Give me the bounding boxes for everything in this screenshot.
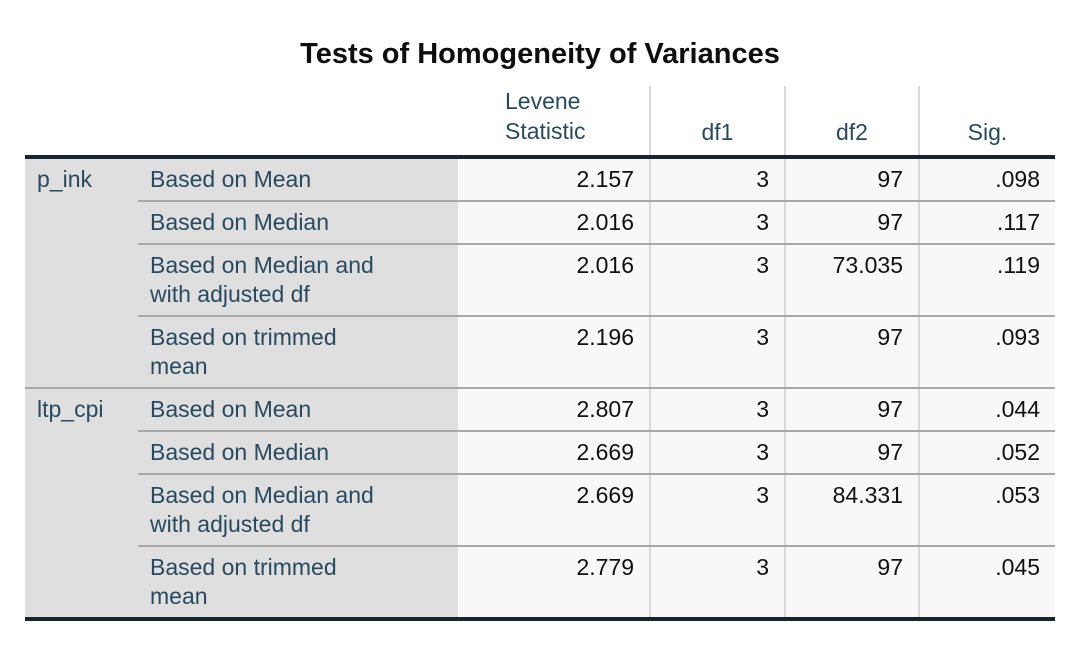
method-label: Based on Mean [138, 157, 458, 202]
sig-value: .117 [918, 201, 1055, 245]
table-row: Based on trimmed mean 2.779 3 97 .045 [25, 546, 1055, 621]
df1-value: 3 [649, 474, 785, 547]
df2-value: 97 [784, 201, 919, 245]
group-p-ink: p_ink Based on Mean 2.157 3 97 .098 Base… [25, 157, 1055, 389]
group-ltp-cpi: ltp_cpi Based on Mean 2.807 3 97 .044 Ba… [25, 388, 1055, 621]
method-label: Based on Median and with adjusted df [138, 244, 458, 317]
variable-col-header-spacer [25, 86, 138, 159]
group-variable-label: p_ink [25, 157, 138, 389]
table-row: Based on Median 2.016 3 97 .117 [25, 201, 1055, 245]
df1-value: 3 [649, 316, 785, 389]
table-row: Based on trimmed mean 2.196 3 97 .093 [25, 316, 1055, 389]
df1-value: 3 [649, 431, 785, 475]
df1-value: 3 [649, 546, 785, 621]
method-label: Based on Mean [138, 388, 458, 432]
levene-value: 2.807 [458, 388, 650, 432]
levene-value: 2.016 [458, 244, 650, 317]
col-header-df2: df2 [784, 86, 919, 159]
col-header-sig: Sig. [918, 86, 1055, 159]
sig-value: .044 [918, 388, 1055, 432]
table-row: Based on Median 2.669 3 97 .052 [25, 431, 1055, 475]
table-row: Based on Median and with adjusted df 2.6… [25, 474, 1055, 547]
method-label: Based on Median and with adjusted df [138, 474, 458, 547]
levene-value: 2.779 [458, 546, 650, 621]
levene-value: 2.157 [458, 157, 650, 202]
df2-value: 97 [784, 431, 919, 475]
col-header-levene-statistic: Levene Statistic [458, 86, 650, 159]
df1-value: 3 [649, 388, 785, 432]
sig-value: .053 [918, 474, 1055, 547]
df2-value: 97 [784, 546, 919, 621]
method-label: Based on Median [138, 431, 458, 475]
df1-value: 3 [649, 244, 785, 317]
method-label: Based on trimmed mean [138, 316, 458, 389]
table-title: Tests of Homogeneity of Variances [300, 38, 780, 70]
df2-value: 97 [784, 316, 919, 389]
levene-value: 2.669 [458, 431, 650, 475]
table-row: ltp_cpi Based on Mean 2.807 3 97 .044 [25, 388, 1055, 621]
method-label: Based on Median [138, 201, 458, 245]
homogeneity-of-variances-table: Levene Statistic df1 df2 Sig. p_ink Base… [25, 86, 1055, 621]
sig-value: .119 [918, 244, 1055, 317]
table-header: Levene Statistic df1 df2 Sig. [25, 86, 1055, 159]
sig-value: .093 [918, 316, 1055, 389]
sig-value: .098 [918, 157, 1055, 202]
df2-value: 97 [784, 157, 919, 202]
df2-value: 84.331 [784, 474, 919, 547]
levene-value: 2.016 [458, 201, 650, 245]
sig-value: .052 [918, 431, 1055, 475]
levene-value: 2.196 [458, 316, 650, 389]
method-col-header-spacer [138, 86, 458, 159]
sig-value: .045 [918, 546, 1055, 621]
df2-value: 73.035 [784, 244, 919, 317]
table-row: p_ink Based on Mean 2.157 3 97 .098 [25, 157, 1055, 389]
table-row: Based on Median and with adjusted df 2.0… [25, 244, 1055, 317]
spss-output-page: Tests of Homogeneity of Variances Levene… [0, 38, 1092, 646]
df1-value: 3 [649, 201, 785, 245]
method-label: Based on trimmed mean [138, 546, 458, 621]
df2-value: 97 [784, 388, 919, 432]
col-header-df1: df1 [649, 86, 785, 159]
group-variable-label: ltp_cpi [25, 388, 138, 621]
levene-value: 2.669 [458, 474, 650, 547]
df1-value: 3 [649, 157, 785, 202]
